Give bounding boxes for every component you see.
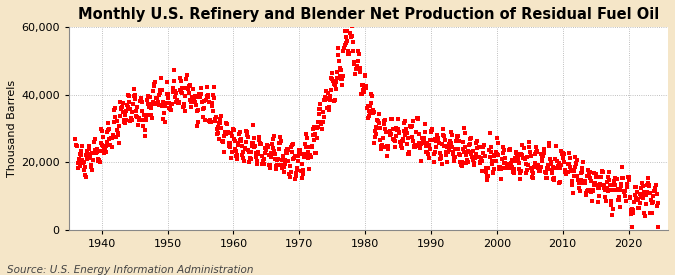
Text: Source: U.S. Energy Information Administration: Source: U.S. Energy Information Administ…: [7, 265, 253, 275]
Title: Monthly U.S. Refinery and Blender Net Production of Residual Fuel Oil: Monthly U.S. Refinery and Blender Net Pr…: [78, 7, 659, 22]
Y-axis label: Thousand Barrels: Thousand Barrels: [7, 80, 17, 177]
